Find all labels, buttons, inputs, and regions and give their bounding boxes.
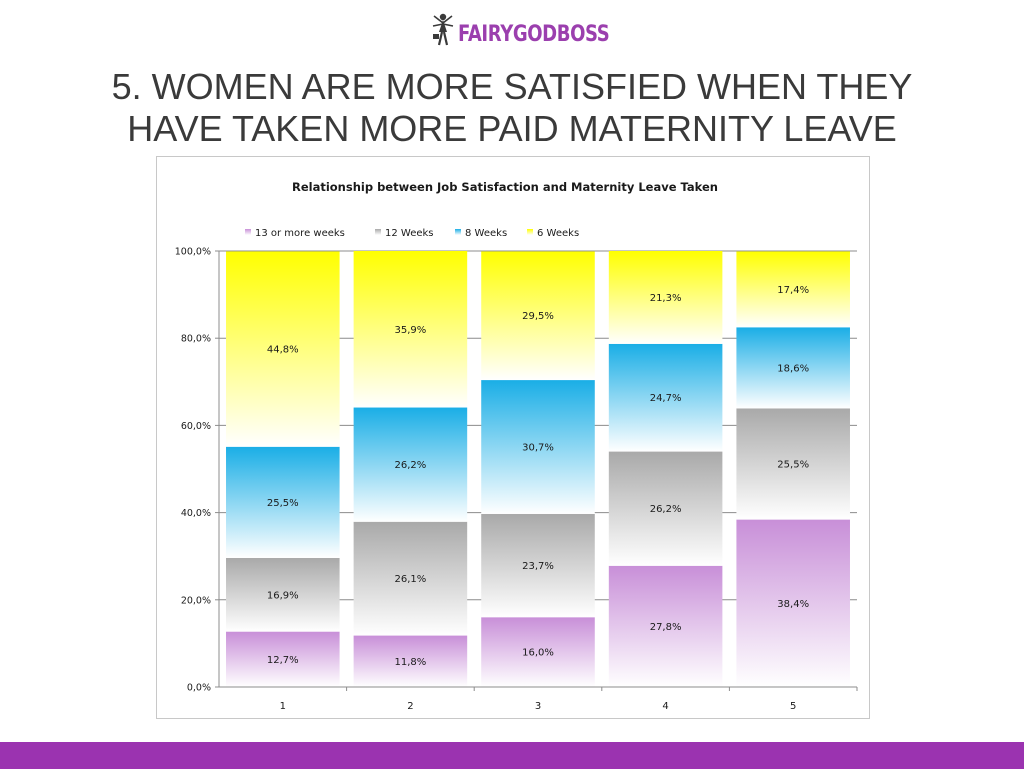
stacked-bar-chart: Relationship between Job Satisfaction an… — [175, 180, 858, 712]
data-label: 25,5% — [777, 459, 809, 470]
x-tick-label: 2 — [407, 701, 413, 712]
chart-axes: 0,0% 20,0% 40,0% 60,0% 80,0% 100,0% 1 2 3 4 5 — [175, 247, 858, 712]
bar-segment-4-cat-2 — [353, 251, 468, 408]
data-label: 38,4% — [777, 599, 809, 610]
y-tick-label: 40,0% — [181, 508, 211, 519]
footer-bar — [0, 742, 1024, 769]
bar-segment-4-cat-4 — [608, 251, 723, 344]
data-label: 23,7% — [522, 561, 554, 572]
data-label: 27,8% — [650, 622, 682, 633]
data-label: 26,2% — [395, 460, 427, 471]
bar-segment-2-cat-5 — [736, 408, 850, 520]
data-label: 16,9% — [267, 590, 299, 601]
bar-segment-4-cat-3 — [481, 251, 595, 381]
data-label: 18,6% — [777, 363, 809, 374]
y-tick-label: 20,0% — [181, 595, 211, 606]
bar-segment-2-cat-3 — [481, 513, 595, 618]
slide-title-line-1: 5. WOMEN ARE MORE SATISFIED WHEN THEY — [111, 66, 913, 107]
data-label: 25,5% — [267, 498, 299, 509]
brand-name: FAIRYGODBOSS — [458, 22, 610, 47]
y-tick-label: 0,0% — [187, 683, 211, 694]
brand-logo: FAIRYGODBOSS — [430, 10, 610, 50]
data-label: 12,7% — [267, 655, 299, 666]
bar-segment-2-cat-1 — [226, 557, 340, 632]
legend-swatch-2 — [375, 229, 381, 235]
data-label: 30,7% — [522, 442, 554, 453]
chart-frame: Relationship between Job Satisfaction an… — [156, 156, 870, 719]
slide-title-line-2: HAVE TAKEN MORE PAID MATERNITY LEAVE — [127, 108, 897, 149]
bar-segment-1-cat-5 — [736, 519, 850, 687]
bar-segment-2-cat-2 — [353, 521, 468, 636]
bar-segment-4-cat-5 — [736, 251, 850, 328]
data-label: 16,0% — [522, 648, 554, 659]
x-tick-label: 5 — [790, 701, 796, 712]
y-tick-label: 60,0% — [181, 421, 211, 432]
data-label: 11,8% — [395, 657, 427, 668]
data-label: 35,9% — [395, 325, 427, 336]
bar-segment-1-cat-4 — [608, 565, 723, 687]
y-tick-label: 100,0% — [175, 247, 211, 258]
legend-swatch-3 — [455, 229, 461, 235]
bar-segment-4-cat-1 — [226, 251, 340, 447]
bar-segment-1-cat-2 — [353, 635, 468, 687]
chart-bars: 12,7% 16,9% 25,5% 44,8% 11,8% 26,1% 26,2% 35,9%… — [226, 251, 850, 687]
slide-title: 5. WOMEN ARE MORE SATISFIED WHEN THEY HA… — [0, 66, 1024, 150]
bar-segment-2-cat-4 — [608, 451, 723, 566]
bar-segment-3-cat-3 — [481, 380, 595, 514]
bar-segment-1-cat-3 — [481, 617, 595, 687]
y-tick-label: 80,0% — [181, 334, 211, 345]
data-label: 17,4% — [777, 285, 809, 296]
data-label: 26,2% — [650, 504, 682, 515]
legend-swatch-4 — [527, 229, 533, 235]
legend-label-2: 12 Weeks — [385, 228, 434, 239]
data-label: 44,8% — [267, 345, 299, 356]
bar-segment-1-cat-1 — [226, 631, 340, 687]
legend-swatch-1 — [245, 229, 251, 235]
bar-segment-3-cat-1 — [226, 446, 340, 558]
legend-label-3: 8 Weeks — [465, 228, 507, 239]
legend-label-4: 6 Weeks — [537, 228, 579, 239]
x-tick-label: 1 — [280, 701, 286, 712]
legend-label-1: 13 or more weeks — [255, 228, 345, 239]
data-label: 21,3% — [650, 293, 682, 304]
x-tick-label: 3 — [535, 701, 541, 712]
fairy-icon — [432, 13, 454, 46]
bar-segment-3-cat-5 — [736, 327, 850, 409]
bar-segment-3-cat-4 — [608, 343, 723, 452]
x-tick-label: 4 — [662, 701, 668, 712]
data-label: 29,5% — [522, 311, 554, 322]
data-label: 26,1% — [395, 574, 427, 585]
data-label: 24,7% — [650, 393, 682, 404]
chart-title: Relationship between Job Satisfaction an… — [292, 180, 718, 194]
bar-segment-3-cat-2 — [353, 407, 468, 522]
chart-legend: 13 or more weeks 12 Weeks 8 Weeks 6 Weeks — [245, 228, 579, 239]
